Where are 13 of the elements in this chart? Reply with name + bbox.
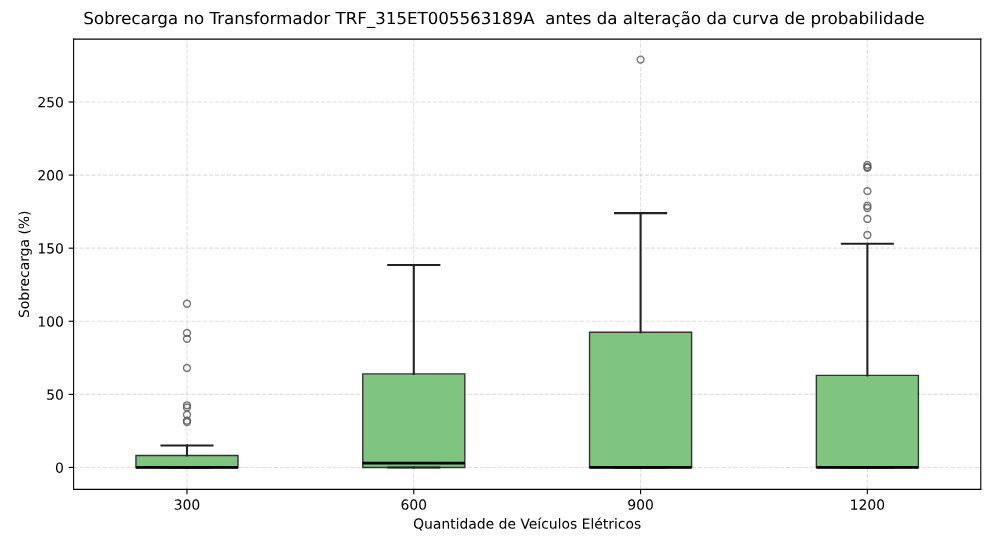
x-tick-label: 1200 — [851, 499, 885, 510]
y-axis-title: Sobrecarga (%) — [18, 211, 32, 318]
y-tick-label: 250 — [38, 96, 63, 108]
y-tick-label: 150 — [38, 243, 63, 254]
y-tick-label: 100 — [38, 316, 63, 327]
y-tick-label: 50 — [47, 389, 63, 400]
x-tick-label: 900 — [628, 499, 653, 510]
chart-title: Sobrecarga no Transformador TRF_315ET005563189A antes da alteração da curva de probabilidade — [84, 11, 924, 29]
y-tick-label: 0 — [55, 462, 63, 473]
x-axis-title: Quantidade de Veículos Elétricos — [413, 517, 641, 531]
x-tick-label: 300 — [174, 499, 200, 510]
x-tick-label: 600 — [401, 499, 427, 510]
y-tick-label: 200 — [38, 170, 63, 181]
